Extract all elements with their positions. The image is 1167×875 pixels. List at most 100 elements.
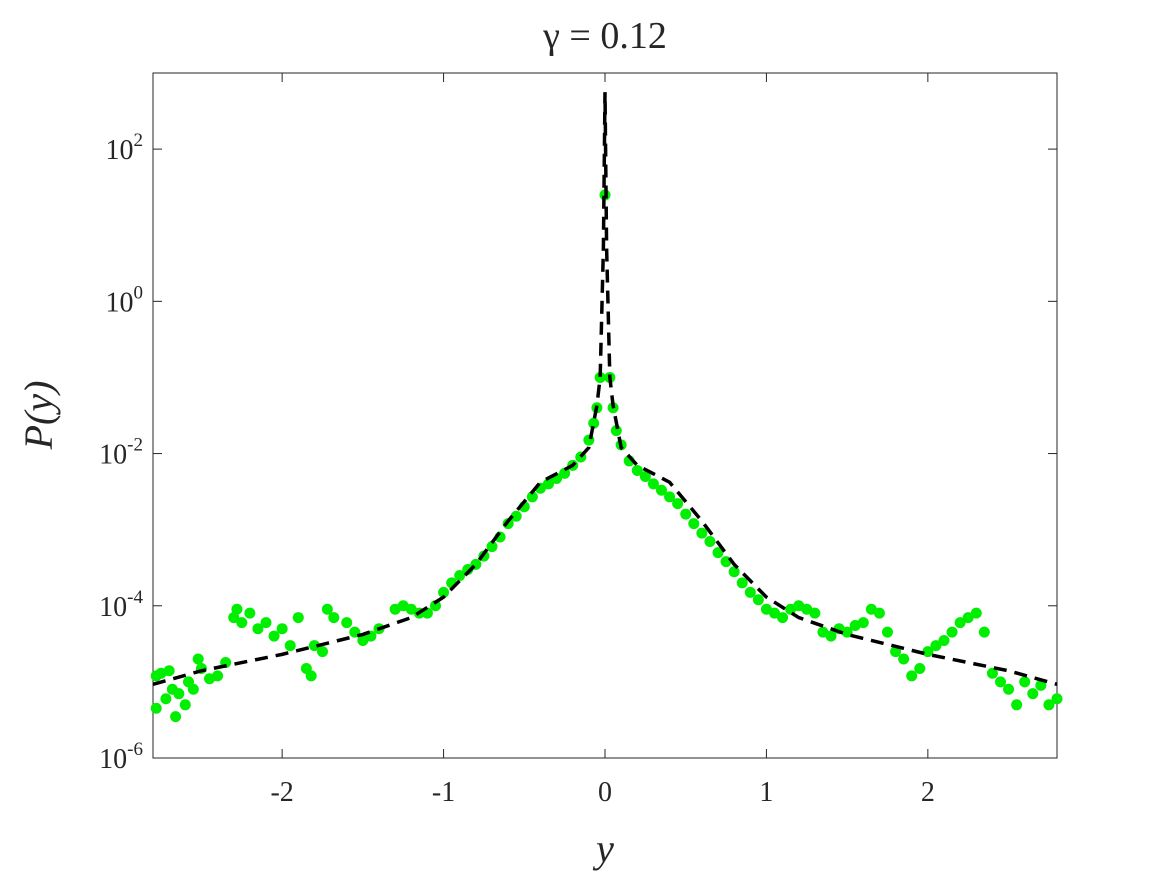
- scatter-point: [769, 607, 780, 619]
- scatter-point: [1051, 693, 1063, 705]
- y-tick-base: 10: [106, 135, 134, 166]
- scatter-point: [1011, 699, 1023, 711]
- scatter-point: [906, 670, 918, 682]
- y-tick-label: 100: [106, 282, 144, 318]
- y-axis-label: P(y): [16, 381, 61, 451]
- x-tick-label: 1: [759, 777, 773, 808]
- scatter-point: [930, 640, 942, 652]
- scatter-point: [1035, 679, 1047, 691]
- scatter-point: [187, 683, 199, 695]
- scatter-point: [995, 676, 1006, 688]
- y-tick-label: 10-4: [99, 587, 143, 623]
- scatter-point: [305, 670, 317, 682]
- y-tick-exponent: -4: [127, 587, 143, 608]
- scatter-point: [341, 617, 353, 629]
- scatter-point: [328, 612, 340, 624]
- scatter-point: [231, 603, 243, 615]
- x-tick-label: 0: [598, 777, 612, 808]
- scatter-point: [244, 607, 256, 619]
- scatter-point: [631, 464, 643, 476]
- scatter-point: [978, 626, 990, 638]
- scatter-point: [357, 634, 369, 646]
- scatter-point: [647, 478, 659, 490]
- fit-line: [152, 92, 1058, 686]
- scatter-point: [664, 491, 676, 503]
- scatter-point: [970, 607, 982, 619]
- scatter-point: [1019, 676, 1031, 688]
- scatter-point: [672, 498, 684, 510]
- scatter-point: [430, 600, 441, 612]
- scatter-point: [656, 484, 667, 496]
- scatter-point: [1043, 699, 1055, 711]
- scatter-point: [252, 623, 264, 635]
- scatter-point: [160, 693, 172, 705]
- y-tick-exponent: 2: [134, 130, 144, 151]
- scatter-point: [163, 665, 175, 677]
- scatter-point: [639, 470, 651, 482]
- x-tick-label: 2: [921, 777, 935, 808]
- scatter-point: [922, 646, 934, 658]
- scatter-point: [588, 417, 600, 429]
- scatter-point: [752, 594, 764, 606]
- scatter-point: [526, 491, 538, 503]
- scatter-point: [825, 630, 837, 642]
- scatter-point: [704, 535, 716, 547]
- scatter-point: [736, 577, 748, 589]
- scatter-point: [543, 478, 554, 490]
- scatter-point: [268, 630, 280, 642]
- scatter-point: [962, 612, 974, 624]
- scatter-point: [276, 623, 288, 635]
- y-tick-base: 10: [99, 744, 127, 775]
- scatter-point: [321, 603, 333, 615]
- scatter-point: [284, 640, 296, 652]
- y-tick-base: 10: [99, 592, 127, 623]
- scatter-point: [954, 617, 966, 629]
- scatter-point: [1003, 683, 1015, 695]
- scatter-point: [510, 510, 522, 522]
- y-tick-label: 10-6: [99, 739, 143, 775]
- scatter-point: [212, 670, 224, 682]
- y-tick-exponent: -6: [127, 739, 143, 760]
- y-tick-exponent: -2: [127, 435, 143, 456]
- scatter-point: [454, 569, 466, 581]
- scatter-point: [914, 662, 926, 674]
- scatter-point: [317, 646, 328, 658]
- y-tick-label: 102: [106, 130, 144, 166]
- y-tick-exponent: 0: [134, 282, 144, 303]
- scatter-point: [809, 607, 821, 619]
- x-tick-label: -2: [270, 777, 293, 808]
- scatter-point: [292, 612, 304, 624]
- scatter-point: [841, 626, 853, 638]
- scatter-point: [594, 371, 606, 383]
- scatter-point: [946, 626, 958, 638]
- scatter-point: [228, 612, 240, 624]
- scatter-point: [559, 467, 571, 479]
- scatter-point: [150, 702, 162, 714]
- scatter-point: [486, 541, 498, 553]
- scatter-point: [898, 653, 910, 665]
- scatter-point: [192, 653, 204, 665]
- x-tick-label: -1: [432, 777, 455, 808]
- scatter-point: [712, 547, 724, 559]
- scatter-point: [236, 617, 248, 629]
- y-tick-base: 10: [106, 287, 134, 318]
- scatter-point: [680, 508, 692, 520]
- scatter-point: [728, 566, 740, 578]
- scatter-point: [688, 518, 700, 530]
- scatter-point: [873, 607, 885, 619]
- y-tick-base: 10: [99, 440, 127, 471]
- scatter-point: [179, 699, 191, 711]
- scatter-point: [173, 688, 185, 700]
- x-axis-label: y: [592, 826, 614, 871]
- scatter-point: [986, 667, 998, 679]
- scatter-point: [857, 617, 869, 629]
- scatter-point: [696, 527, 708, 539]
- scatter-point: [938, 634, 950, 646]
- scatter-point: [260, 617, 272, 629]
- chart-title: γ = 0.12: [542, 15, 667, 57]
- scatter-point: [438, 586, 450, 598]
- scatter-point: [1027, 688, 1039, 700]
- scatter-point: [308, 640, 320, 652]
- scatter-point: [882, 626, 893, 638]
